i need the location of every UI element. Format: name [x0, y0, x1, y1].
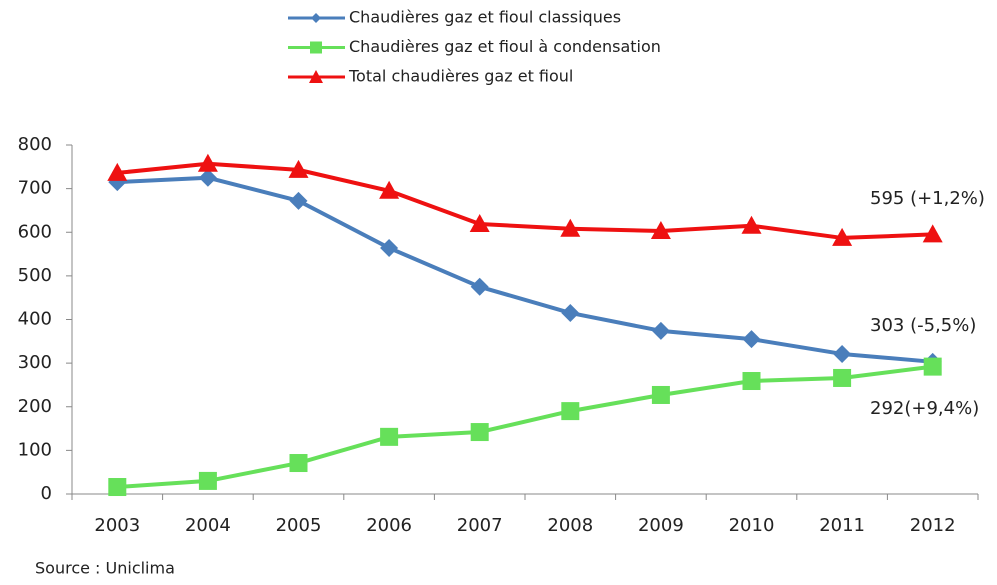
x-tick-label: 2012 [910, 515, 956, 536]
point-marker [379, 180, 400, 199]
point-marker [833, 344, 852, 363]
y-tick-label: 600 [18, 221, 52, 242]
point-marker [380, 238, 399, 257]
x-tick-label: 2007 [457, 515, 503, 536]
legend-marker [311, 13, 321, 23]
x-tick-label: 2003 [94, 515, 140, 536]
point-marker [108, 478, 127, 497]
point-marker [922, 224, 943, 243]
point-marker [561, 402, 580, 421]
point-marker [198, 168, 217, 187]
legend-marker [309, 70, 323, 83]
y-tick-label: 500 [18, 265, 52, 286]
point-marker [651, 321, 670, 340]
y-tick-label: 300 [18, 352, 52, 373]
point-marker [470, 423, 489, 442]
legend-label: Chaudières gaz et fioul à condensation [349, 37, 661, 56]
x-tick-label: 2009 [638, 515, 684, 536]
point-marker [560, 218, 581, 237]
point-marker [380, 427, 399, 446]
point-marker [833, 368, 852, 387]
x-tick-label: 2008 [547, 515, 593, 536]
point-marker [469, 213, 490, 232]
point-marker [651, 385, 670, 404]
legend-label: Chaudières gaz et fioul classiques [349, 8, 621, 27]
x-tick-label: 2004 [185, 515, 231, 536]
point-marker [742, 372, 761, 391]
series-line [117, 364, 933, 490]
y-tick-label: 700 [18, 178, 52, 199]
series-line [117, 161, 933, 240]
y-tick-label: 200 [18, 396, 52, 417]
annotation: 303 (-5,5%) [870, 315, 976, 336]
point-marker [923, 357, 942, 376]
legend-label: Total chaudières gaz et fioul [348, 67, 573, 86]
point-marker [741, 215, 762, 234]
x-tick-label: 2006 [366, 515, 412, 536]
legend-marker [310, 41, 322, 54]
series-line [117, 175, 933, 364]
point-marker [742, 330, 761, 349]
y-tick-label: 800 [18, 134, 52, 155]
point-marker [197, 153, 218, 172]
annotation: 595 (+1,2%) [870, 188, 985, 209]
source-note: Source : Uniclima [35, 559, 175, 578]
y-tick-label: 0 [41, 483, 52, 504]
point-marker [289, 191, 308, 210]
y-tick-label: 100 [18, 439, 52, 460]
point-marker [832, 227, 853, 246]
x-tick-label: 2005 [276, 515, 322, 536]
y-tick-label: 400 [18, 309, 52, 330]
x-tick-label: 2010 [729, 515, 775, 536]
point-marker [289, 454, 308, 473]
point-marker [107, 162, 128, 181]
point-marker [561, 303, 580, 322]
point-marker [198, 471, 217, 490]
point-marker [288, 159, 309, 178]
point-marker [650, 220, 671, 239]
annotation: 292(+9,4%) [870, 398, 979, 419]
x-tick-label: 2011 [819, 515, 865, 536]
point-marker [470, 277, 489, 296]
